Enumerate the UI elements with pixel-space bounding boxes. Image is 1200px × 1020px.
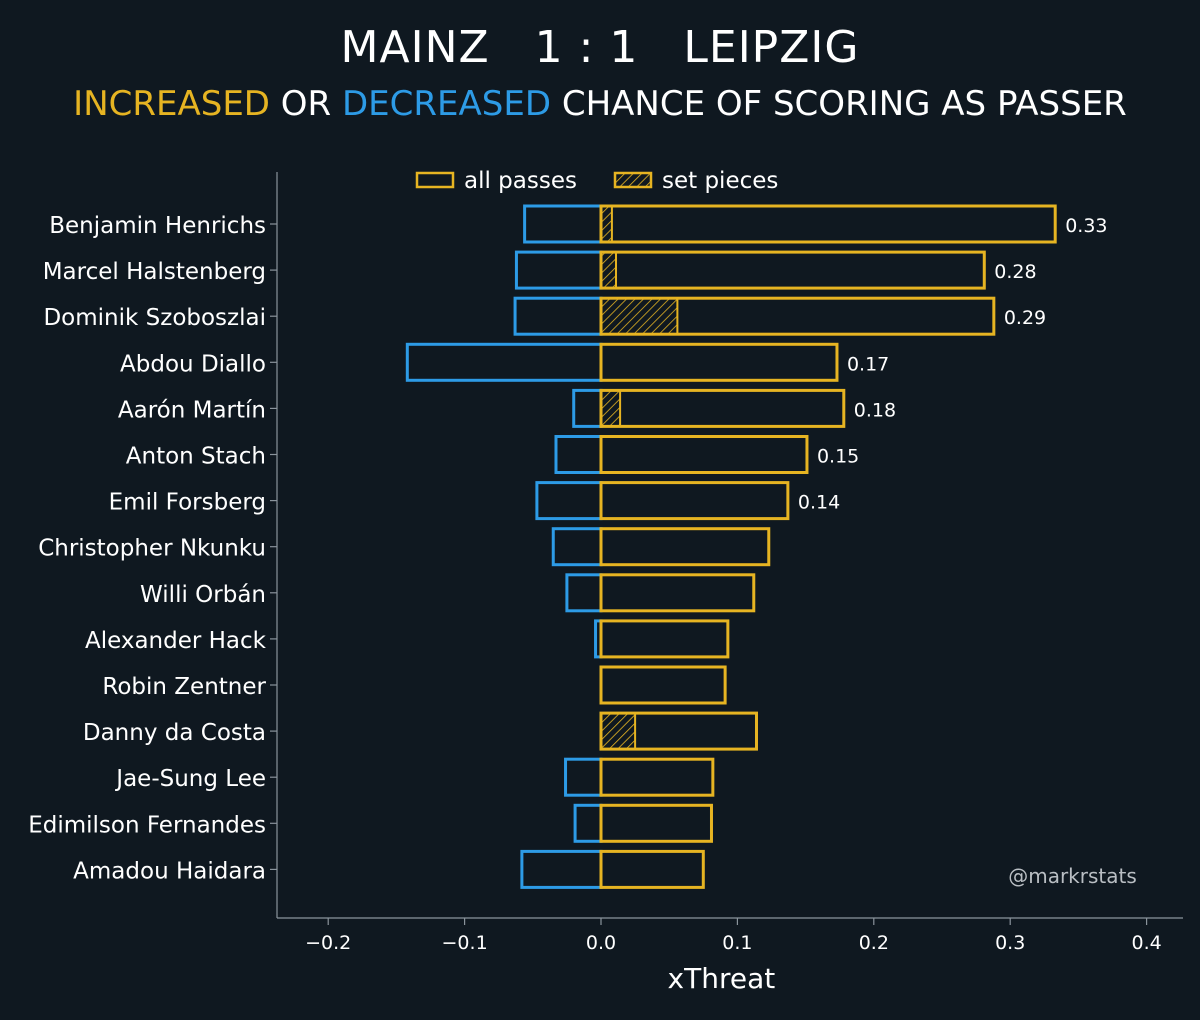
bar-increased: [599, 711, 758, 751]
y-tick-label: Alexander Hack: [85, 628, 267, 654]
y-tick-label: Marcel Halstenberg: [43, 259, 266, 285]
legend-swatch-all-passes: [415, 171, 455, 189]
bar-decreased: [513, 296, 603, 336]
y-tick-label: Emil Forsberg: [109, 490, 266, 516]
data-label: 0.29: [1004, 307, 1046, 329]
bar-decreased: [405, 342, 603, 382]
data-label: 0.18: [854, 399, 896, 421]
subtitle-or: OR: [269, 84, 342, 124]
chart-marks: 0.33 0.28 0.29 0.17 0.18 0.15 0.14: [405, 204, 1108, 889]
data-label: 0.28: [994, 261, 1036, 283]
bar-set-pieces: [600, 297, 679, 336]
y-tick-label: Robin Zentner: [102, 674, 266, 700]
bar-increased: [599, 481, 790, 521]
bar-increased: [599, 619, 730, 659]
bar-decreased: [573, 803, 603, 843]
home-team: MAINZ: [340, 22, 490, 73]
x-tick-label: 0.3: [995, 932, 1025, 954]
subtitle-decreased: DECREASED: [342, 84, 552, 124]
away-team: LEIPZIG: [683, 22, 860, 73]
x-tick-label: −0.1: [442, 932, 488, 954]
bar-set-pieces: [600, 389, 622, 428]
bar-decreased: [551, 527, 603, 567]
bar-increased: [599, 527, 771, 567]
y-tick-label: Jae-Sung Lee: [114, 766, 266, 792]
y-tick-label: Benjamin Henrichs: [49, 213, 266, 239]
match-score: 1 : 1: [534, 22, 639, 73]
x-axis-label: xThreat: [668, 962, 776, 995]
bar-set-pieces: [600, 712, 637, 751]
match-title: MAINZ 1 : 1 LEIPZIG: [0, 22, 1200, 73]
bar-increased: [599, 204, 1057, 244]
chart-subtitle: INCREASED OR DECREASED CHANCE OF SCORING…: [0, 84, 1200, 124]
y-tick-label: Edimilson Fernandes: [28, 812, 266, 838]
bar-increased: [599, 342, 839, 382]
x-tick-label: 0.4: [1131, 932, 1161, 954]
x-tick-label: −0.2: [305, 932, 351, 954]
bar-decreased: [572, 388, 603, 428]
bar-decreased: [523, 204, 603, 244]
y-tick-label: Anton Stach: [126, 444, 266, 470]
data-label: 0.17: [847, 353, 889, 375]
x-tick-label: 0.1: [722, 932, 752, 954]
y-tick-label: Danny da Costa: [83, 720, 266, 746]
y-tick-label: Amadou Haidara: [73, 858, 266, 884]
bar-decreased: [520, 849, 603, 889]
bar-increased: [599, 296, 996, 336]
bar-decreased: [564, 757, 603, 797]
bar-decreased: [565, 573, 603, 613]
watermark: @markrstats: [1008, 864, 1137, 888]
bar-decreased: [554, 435, 603, 474]
chart-axes: −0.2 −0.1 0.0 0.1 0.2 0.3 0.4 xThreat Benjamin H…: [28, 172, 1183, 995]
bar-increased: [599, 250, 986, 290]
data-label: 0.33: [1065, 215, 1107, 237]
bar-increased: [599, 665, 727, 705]
x-tick-label: 0.2: [859, 932, 889, 954]
y-tick-label: Dominik Szoboszlai: [43, 305, 266, 331]
bar-decreased: [535, 481, 603, 521]
y-tick-label: Aarón Martín: [118, 397, 266, 423]
bar-decreased: [514, 250, 603, 290]
bar-increased: [599, 849, 705, 889]
y-tick-label: Abdou Diallo: [120, 351, 266, 377]
data-label: 0.15: [817, 446, 859, 468]
legend-label-set-pieces: set pieces: [662, 168, 778, 194]
chart-legend: all passes set pieces: [415, 168, 778, 194]
subtitle-rest: CHANCE OF SCORING AS PASSER: [551, 84, 1127, 124]
x-tick-label: 0.0: [586, 932, 616, 954]
y-tick-label: Willi Orbán: [140, 582, 266, 608]
subtitle-increased: INCREASED: [73, 84, 270, 124]
legend-swatch-set-pieces: [613, 171, 653, 189]
legend-label-all-passes: all passes: [464, 168, 577, 194]
data-label: 0.14: [798, 492, 840, 514]
y-tick-label: Christopher Nkunku: [38, 536, 266, 562]
bar-increased: [599, 388, 846, 428]
bar-increased: [599, 573, 756, 613]
bar-set-pieces: [600, 251, 618, 290]
bar-increased: [599, 435, 809, 474]
bar-set-pieces: [600, 205, 613, 243]
bar-increased: [599, 757, 715, 797]
bar-increased: [599, 803, 713, 843]
